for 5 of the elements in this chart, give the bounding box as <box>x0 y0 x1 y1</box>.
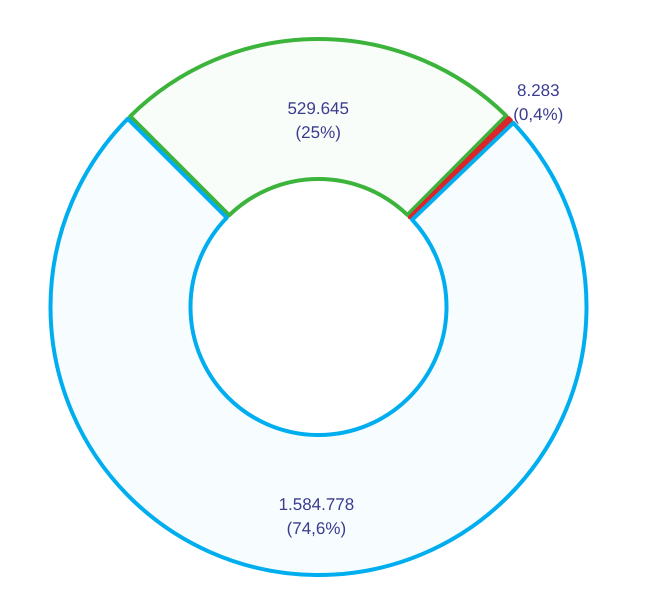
donut-slice <box>408 116 513 220</box>
data-label: 1.584.778 (74,6%) <box>278 494 354 538</box>
data-label: 8.283 (0,4%) <box>513 81 564 124</box>
donut-slice <box>128 37 508 218</box>
data-label: 529.645 (25%) <box>287 99 349 142</box>
